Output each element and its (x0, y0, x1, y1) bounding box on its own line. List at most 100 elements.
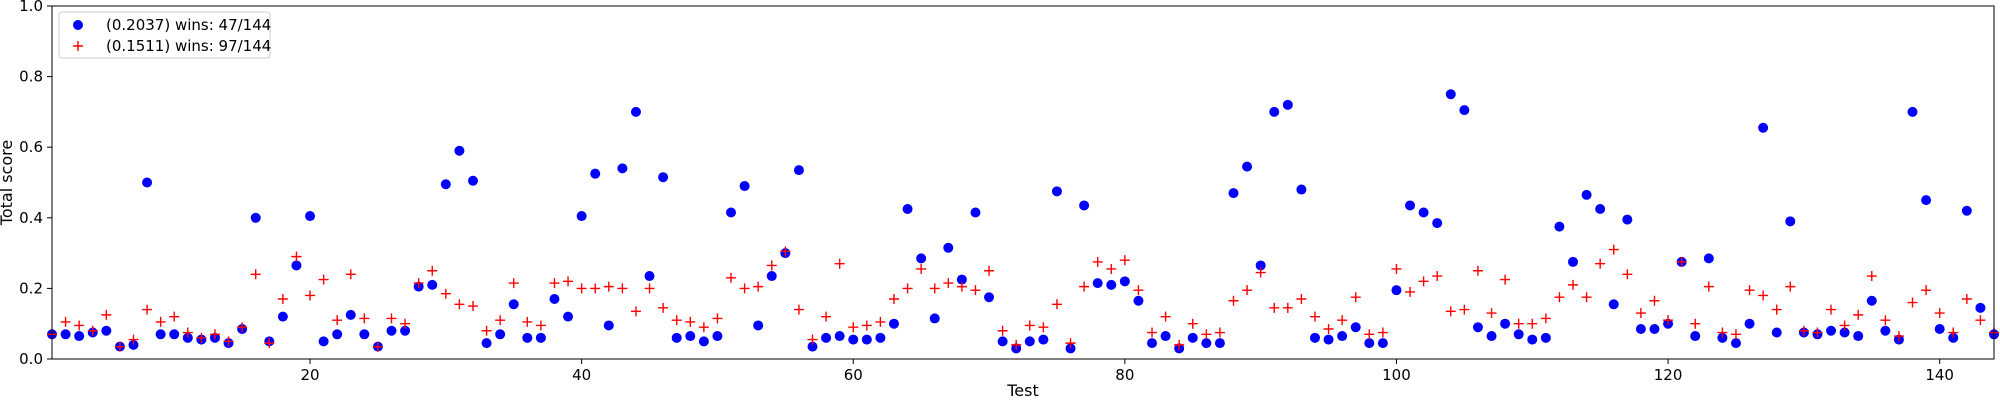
data-point-plus (929, 283, 940, 294)
data-point-circle (671, 332, 682, 343)
data-point-plus (1309, 311, 1320, 322)
data-point-circle (1513, 329, 1524, 340)
data-point-plus (1011, 339, 1022, 350)
data-point-plus (956, 281, 967, 292)
data-point-plus (970, 285, 981, 296)
data-point-circle (1690, 331, 1701, 342)
plot-marks (47, 89, 1999, 354)
data-point-circle (1934, 323, 1945, 334)
data-point-plus (1921, 285, 1932, 296)
data-point-circle (956, 274, 967, 285)
data-point-circle (427, 279, 438, 290)
data-point-plus (1513, 318, 1524, 329)
data-point-plus (60, 316, 71, 327)
data-point-circle (305, 211, 316, 222)
data-point-circle (1730, 338, 1741, 349)
data-point-circle (1024, 336, 1035, 347)
data-point-plus (1649, 295, 1660, 306)
data-point-plus (1880, 315, 1891, 326)
data-point-circle (1323, 334, 1334, 345)
data-point-circle (60, 329, 71, 340)
data-point-circle (563, 311, 574, 322)
data-point-plus (1730, 329, 1741, 340)
y-tick-label: 0.2 (19, 279, 43, 297)
data-point-circle (1133, 295, 1144, 306)
data-point-plus (861, 320, 872, 331)
data-point-circle (1255, 260, 1266, 271)
data-point-circle (1717, 332, 1728, 343)
data-point-plus (1948, 327, 1959, 338)
data-point-plus (563, 276, 574, 287)
data-point-plus (1581, 292, 1592, 303)
data-point-plus (576, 283, 587, 294)
data-point-plus (1214, 327, 1225, 338)
data-point-circle (101, 325, 112, 336)
data-point-plus (209, 329, 220, 340)
data-point-circle (467, 175, 478, 186)
x-axis-label: Test (1006, 381, 1039, 400)
x-tick-label: 80 (1115, 366, 1134, 384)
data-point-plus (74, 320, 85, 331)
data-point-plus (1934, 308, 1945, 319)
data-point-plus (1174, 339, 1185, 350)
data-point-circle (1459, 105, 1470, 116)
data-point-plus (427, 265, 438, 276)
data-point-circle (997, 336, 1008, 347)
data-point-plus (400, 318, 411, 329)
data-point-plus (535, 320, 546, 331)
data-point-circle (1581, 189, 1592, 200)
data-point-circle (1038, 334, 1049, 345)
data-point-plus (834, 258, 845, 269)
data-point-circle (1282, 99, 1293, 110)
data-point-circle (1119, 276, 1130, 287)
data-point-plus (1147, 327, 1158, 338)
data-point-plus (549, 278, 560, 289)
data-point-circle (1622, 214, 1633, 225)
data-point-circle (1228, 188, 1239, 199)
data-point-circle (1866, 295, 1877, 306)
data-point-plus (630, 306, 641, 317)
data-point-plus (1812, 327, 1823, 338)
data-point-plus (522, 316, 533, 327)
data-point-circle (1079, 200, 1090, 211)
data-point-plus (1364, 329, 1375, 340)
data-point-circle (1554, 221, 1565, 232)
data-point-plus (1228, 295, 1239, 306)
data-point-circle (576, 211, 587, 222)
data-point-circle (1445, 89, 1456, 100)
data-point-plus (984, 265, 995, 276)
data-point-circle (1500, 318, 1511, 329)
legend-label-plus-series: (0.1511) wins: 97/144 (106, 37, 271, 55)
data-point-circle (1921, 195, 1932, 206)
data-point-circle (766, 271, 777, 282)
data-point-plus (617, 283, 628, 294)
x-tick-label: 60 (844, 366, 863, 384)
y-tick-label: 0.8 (19, 68, 43, 86)
data-point-circle (1703, 253, 1714, 264)
data-point-circle (658, 172, 669, 183)
data-point-plus (1187, 318, 1198, 329)
data-point-circle (277, 311, 288, 322)
data-point-plus (997, 325, 1008, 336)
data-point-plus (1568, 279, 1579, 290)
data-point-circle (440, 179, 451, 190)
data-point-plus (142, 304, 153, 315)
data-point-circle (1147, 338, 1158, 349)
data-point-circle (1160, 331, 1171, 342)
data-point-plus (101, 309, 112, 320)
data-point-plus (916, 263, 927, 274)
data-point-circle (1309, 332, 1320, 343)
x-tick-label: 120 (1654, 366, 1683, 384)
data-point-circle (1975, 302, 1986, 313)
data-point-plus (237, 322, 248, 333)
data-point-circle (1595, 203, 1606, 214)
y-tick-label: 1.0 (19, 0, 43, 15)
data-point-plus (1744, 285, 1755, 296)
data-point-circle (1051, 186, 1062, 197)
data-point-plus (1703, 281, 1714, 292)
x-tick-label: 100 (1382, 366, 1411, 384)
data-point-plus (372, 341, 383, 352)
data-point-circle (549, 293, 560, 304)
data-point-plus (291, 251, 302, 262)
